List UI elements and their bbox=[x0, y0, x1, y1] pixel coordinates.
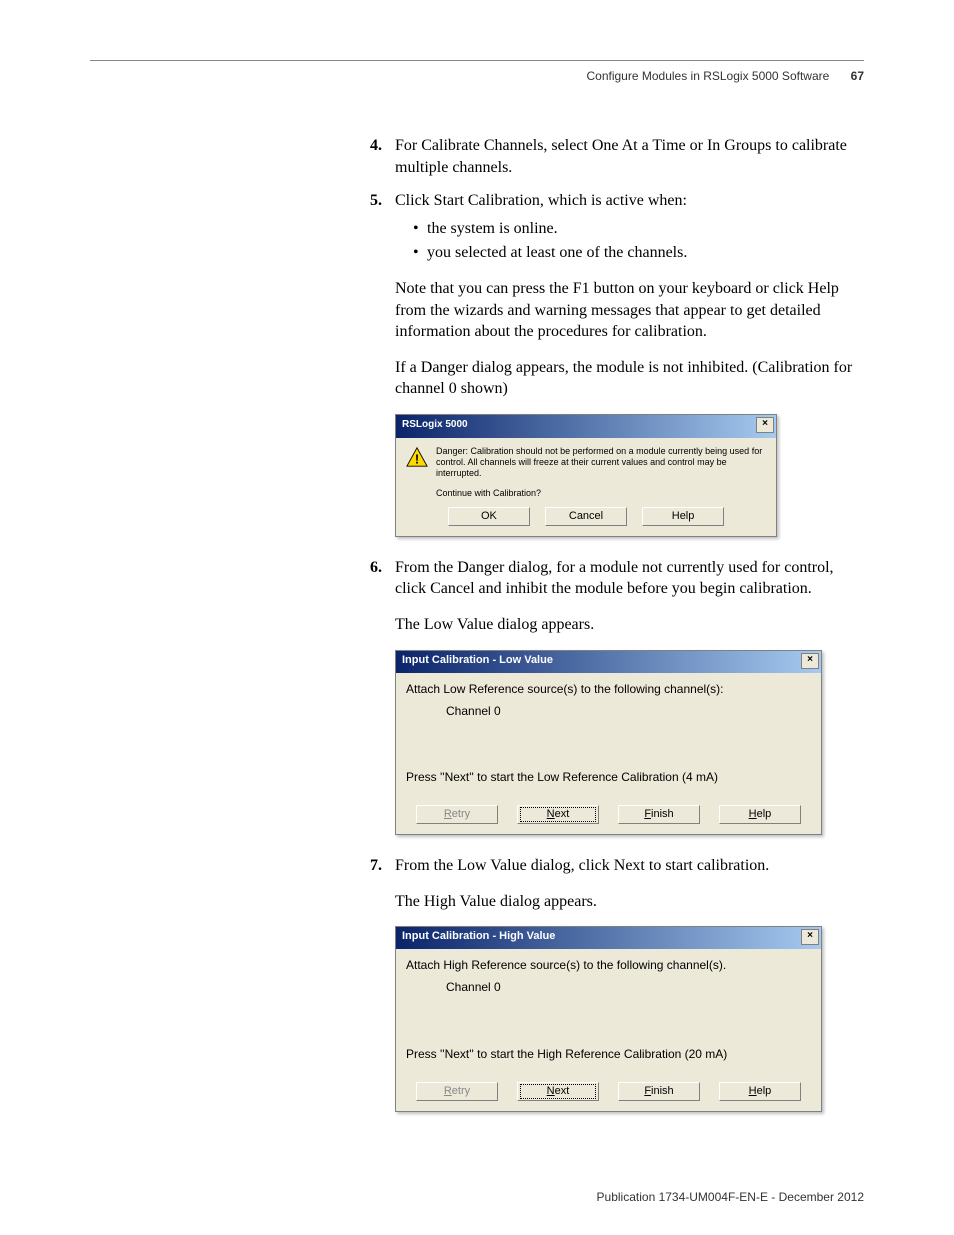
next-button[interactable]: Next bbox=[517, 1082, 599, 1101]
danger-question: Continue with Calibration? bbox=[436, 488, 766, 499]
next-button[interactable]: Next bbox=[517, 805, 599, 824]
help-button[interactable]: Help bbox=[642, 507, 724, 526]
retry-button[interactable]: Retry bbox=[416, 1082, 498, 1101]
page-footer: Publication 1734-UM004F-EN-E - December … bbox=[597, 1189, 864, 1205]
step-5: 5. Click Start Calibration, which is act… bbox=[370, 190, 864, 537]
bullet-item: the system is online. bbox=[413, 218, 864, 240]
high-value-line-1: Attach High Reference source(s) to the f… bbox=[406, 957, 811, 973]
step-5-para-1: Note that you can press the F1 button on… bbox=[395, 278, 864, 343]
step-number: 6. bbox=[370, 557, 382, 579]
low-value-body: Attach Low Reference source(s) to the fo… bbox=[396, 673, 821, 834]
warning-text: Danger: Calibration should not be perfor… bbox=[436, 446, 766, 499]
step-text: For Calibrate Channels, select One At a … bbox=[395, 137, 847, 176]
ok-button[interactable]: OK bbox=[448, 507, 530, 526]
page-content: 4. For Calibrate Channels, select One At… bbox=[370, 135, 864, 1132]
close-icon[interactable]: × bbox=[756, 417, 774, 433]
step-number: 5. bbox=[370, 190, 382, 212]
low-value-button-row: Retry Next Finish Help bbox=[406, 805, 811, 824]
help-button[interactable]: Help bbox=[719, 1082, 801, 1101]
step-number: 7. bbox=[370, 855, 382, 877]
header-rule bbox=[90, 60, 864, 61]
low-value-title: Input Calibration - Low Value bbox=[402, 654, 553, 666]
finish-button[interactable]: Finish bbox=[618, 1082, 700, 1101]
page-header: Configure Modules in RSLogix 5000 Softwa… bbox=[586, 68, 864, 84]
low-value-dialog: Input Calibration - Low Value × Attach L… bbox=[395, 650, 822, 835]
step-text: From the Danger dialog, for a module not… bbox=[395, 559, 834, 598]
bullet-item: you selected at least one of the channel… bbox=[413, 242, 864, 264]
high-value-channel: Channel 0 bbox=[446, 979, 811, 995]
high-value-title: Input Calibration - High Value bbox=[402, 930, 555, 942]
finish-button[interactable]: Finish bbox=[618, 805, 700, 824]
low-value-line-2: Press ''Next'' to start the Low Referenc… bbox=[406, 769, 811, 785]
danger-dialog-title: RSLogix 5000 bbox=[402, 419, 468, 430]
danger-message: Danger: Calibration should not be perfor… bbox=[436, 446, 766, 480]
danger-dialog: RSLogix 5000 × ! Danger: Calibration sho… bbox=[395, 414, 777, 537]
step-7: 7. From the Low Value dialog, click Next… bbox=[370, 855, 864, 1112]
step-6-para: The Low Value dialog appears. bbox=[395, 614, 864, 636]
close-icon[interactable]: × bbox=[801, 653, 819, 669]
low-value-titlebar: Input Calibration - Low Value × bbox=[396, 651, 821, 673]
step-4: 4. For Calibrate Channels, select One At… bbox=[370, 135, 864, 178]
step-7-para: The High Value dialog appears. bbox=[395, 891, 864, 913]
warning-row: ! Danger: Calibration should not be perf… bbox=[406, 446, 766, 499]
high-value-body: Attach High Reference source(s) to the f… bbox=[396, 949, 821, 1110]
close-icon[interactable]: × bbox=[801, 929, 819, 945]
page-number: 67 bbox=[851, 69, 864, 83]
step-text: From the Low Value dialog, click Next to… bbox=[395, 857, 769, 874]
high-value-titlebar: Input Calibration - High Value × bbox=[396, 927, 821, 949]
danger-dialog-titlebar: RSLogix 5000 × bbox=[396, 415, 776, 438]
step-5-para-2: If a Danger dialog appears, the module i… bbox=[395, 357, 864, 400]
svg-text:!: ! bbox=[415, 451, 419, 466]
danger-dialog-body: ! Danger: Calibration should not be perf… bbox=[396, 438, 776, 536]
step-6: 6. From the Danger dialog, for a module … bbox=[370, 557, 864, 835]
chapter-title: Configure Modules in RSLogix 5000 Softwa… bbox=[586, 69, 829, 83]
step-number: 4. bbox=[370, 135, 382, 157]
step-5-bullets: the system is online. you selected at le… bbox=[413, 218, 864, 264]
help-button[interactable]: Help bbox=[719, 805, 801, 824]
step-text: Click Start Calibration, which is active… bbox=[395, 192, 687, 209]
low-value-line-1: Attach Low Reference source(s) to the fo… bbox=[406, 681, 811, 697]
warning-icon: ! bbox=[406, 446, 428, 468]
cancel-button[interactable]: Cancel bbox=[545, 507, 627, 526]
step-list: 4. For Calibrate Channels, select One At… bbox=[370, 135, 864, 1112]
danger-button-row: OK Cancel Help bbox=[406, 507, 766, 526]
high-value-line-2: Press ''Next'' to start the High Referen… bbox=[406, 1046, 811, 1062]
high-value-dialog: Input Calibration - High Value × Attach … bbox=[395, 926, 822, 1111]
retry-button[interactable]: Retry bbox=[416, 805, 498, 824]
low-value-channel: Channel 0 bbox=[446, 703, 811, 719]
high-value-button-row: Retry Next Finish Help bbox=[406, 1082, 811, 1101]
